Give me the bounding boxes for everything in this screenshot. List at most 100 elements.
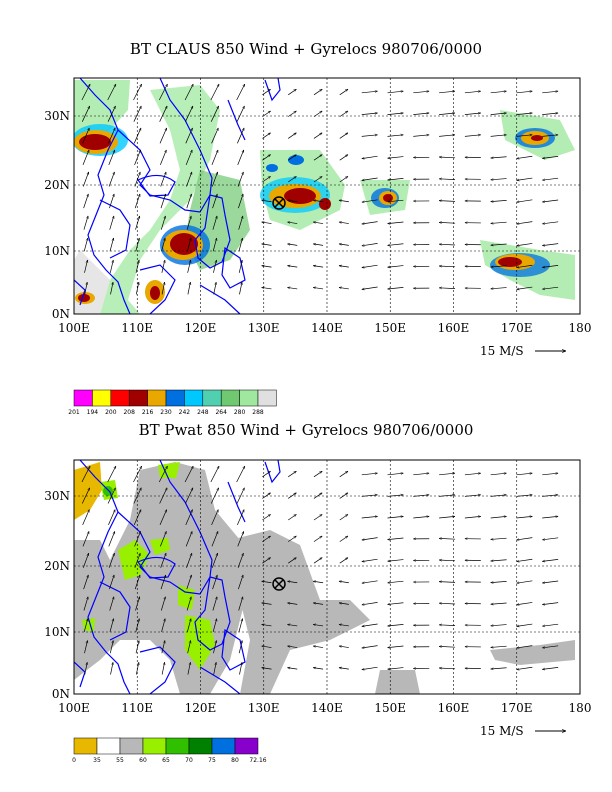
wind-vector-arrow: [439, 473, 455, 476]
wind-vector-arrow: [413, 113, 429, 115]
wind-vector-arrow: [339, 222, 349, 224]
wind-vector-arrow: [439, 266, 456, 267]
wind-vector-arrow: [313, 581, 324, 584]
wind-vector-arrow: [160, 194, 166, 209]
wind-vector-arrow: [542, 473, 558, 476]
colorbar-swatch: [142, 737, 167, 755]
colorbar-label: 35: [93, 757, 101, 764]
wind-vector-arrow: [362, 623, 378, 626]
wind-vector-arrow: [238, 260, 242, 273]
wind-vector-arrow: [339, 471, 348, 478]
wind-vector-arrow: [439, 582, 456, 583]
wind-vector-arrow: [210, 488, 219, 504]
wind-vector-arrow: [262, 514, 270, 521]
wind-vector-arrow: [237, 509, 245, 526]
colorbar-swatch: [234, 737, 259, 755]
wind-vector-arrow: [212, 194, 218, 209]
wind-vector-arrow: [185, 150, 193, 166]
wind-vector-arrow: [160, 150, 167, 166]
wind-vector-arrow: [439, 157, 456, 158]
wind-vector-arrow: [238, 194, 243, 209]
wind-vector-arrow: [133, 509, 142, 526]
wind-vector-arrow: [362, 602, 378, 604]
wind-vector-arrow: [361, 135, 378, 137]
coastline-outline: [74, 78, 281, 314]
colorbar-label: 65: [162, 757, 170, 764]
latitude-label: 0N: [52, 307, 70, 321]
wind-vector-arrow: [490, 495, 507, 497]
wind-vector-arrow: [517, 645, 533, 648]
colorbar-label: 201: [68, 409, 80, 416]
colorbar-swatch: [128, 389, 148, 407]
wind-vector-arrow: [339, 200, 349, 203]
wind-vector-arrow: [491, 559, 507, 561]
wind-vector-arrow: [287, 493, 296, 499]
wind-vector-arrow: [313, 222, 324, 224]
wind-vector-arrow: [491, 265, 507, 267]
wind-vector-arrow: [517, 264, 533, 267]
wind-vector-arrow: [187, 619, 191, 632]
wind-vector-arrow: [517, 537, 533, 540]
longitude-label: 130E: [248, 321, 280, 335]
map-frame: [73, 459, 581, 695]
wind-vector-arrow: [542, 91, 558, 94]
wind-vector-arrow: [491, 645, 507, 647]
wind-vector-arrow: [287, 111, 296, 117]
wind-vector-arrow: [262, 493, 270, 499]
wind-vector-arrow: [262, 558, 270, 564]
wind-vector-arrow: [542, 559, 559, 561]
wind-vector-arrow: [517, 199, 533, 202]
wind-vector-arrow: [108, 150, 116, 166]
wind-vector-arrow: [339, 244, 349, 246]
wind-vector-arrow: [212, 575, 218, 590]
wind-vector-arrow: [516, 516, 532, 519]
colorbar-swatch: [239, 389, 259, 407]
top-panel-title: BT CLAUS 850 Wind + Gyrelocs 980706/0000: [129, 40, 483, 58]
wind-vector-arrow: [161, 662, 165, 675]
wind-vector-arrow: [82, 128, 90, 144]
wind-vector-arrow: [238, 640, 242, 654]
wind-vector-arrow: [134, 531, 141, 547]
wind-vector-arrow: [388, 199, 404, 202]
wind-vector-arrow: [84, 640, 87, 654]
wind-vector-arrow: [236, 466, 246, 483]
longitude-label: 180: [569, 701, 592, 715]
wind-vector-arrow: [313, 471, 322, 478]
wind-vector-arrow: [262, 668, 272, 670]
wind-vector-arrow: [439, 560, 456, 561]
wind-vector-arrow: [439, 135, 455, 137]
wind-vector-arrow: [542, 623, 559, 626]
wind-vector-arrow: [187, 662, 191, 675]
wind-vector-arrow: [517, 243, 533, 245]
wind-vector-arrow: [237, 553, 244, 568]
wind-vector-arrow: [362, 199, 378, 202]
longitude-label: 110E: [121, 321, 153, 335]
wind-vector-arrow: [262, 266, 272, 268]
wind-vector-arrow: [490, 91, 507, 94]
wind-vector-arrow: [517, 286, 533, 289]
wind-vector-arrow: [160, 531, 167, 547]
pwat-map-panel: [73, 459, 581, 695]
wind-vector-arrow: [262, 646, 272, 648]
wind-vector-arrow: [186, 216, 191, 230]
wind-vector-arrow: [133, 106, 142, 122]
colorbar-label: 75: [208, 757, 216, 764]
wind-vector-arrow: [313, 603, 324, 605]
colorbar-label: 264: [215, 409, 227, 416]
wind-vector-arrow: [387, 495, 404, 497]
wind-vector-arrow: [339, 89, 348, 96]
longitude-label: 150E: [374, 701, 406, 715]
longitude-label: 120E: [185, 321, 217, 335]
wind-vector-arrow: [387, 473, 404, 476]
wind-vector-arrow: [159, 488, 168, 504]
wind-vector-arrow: [517, 580, 533, 583]
wind-vector-arrow: [542, 135, 558, 137]
wind-vector-arrow: [388, 580, 404, 583]
wind-vector-arrow: [517, 666, 533, 669]
colorbar-swatch: [165, 737, 190, 755]
wind-vector-arrow: [439, 668, 456, 669]
vector-scale-label: 15 M/S: [480, 344, 524, 358]
wind-vector-arrow: [83, 216, 88, 230]
wind-vector-arrow: [82, 553, 90, 568]
wind-vector-arrow: [387, 516, 404, 519]
